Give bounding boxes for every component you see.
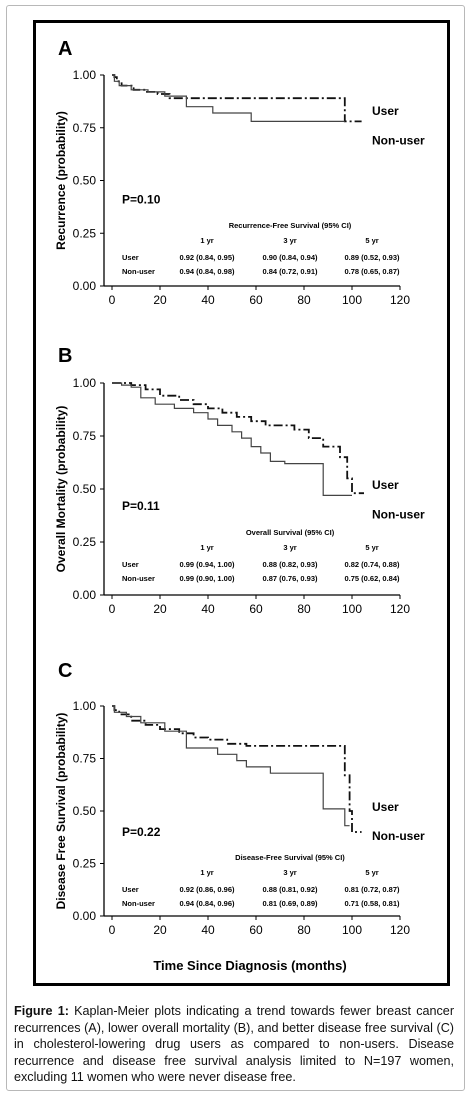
series-line-non-user [112,382,352,496]
table-cell: 0.92 (0.86, 0.96) [179,885,235,894]
table-title: Disease-Free Survival (95% CI) [235,853,345,862]
x-axis-title: Time Since Diagnosis (months) [153,958,346,973]
x-tick-label: 120 [390,293,410,307]
y-tick-label: 0.25 [73,857,97,871]
table-row-label: User [122,560,139,569]
panel-letter: B [58,345,72,367]
x-tick-label: 0 [109,923,116,937]
x-tick-label: 80 [297,602,311,616]
y-tick-label: 1.00 [73,376,97,390]
table-title: Recurrence-Free Survival (95% CI) [229,221,352,230]
table-col-header: 3 yr [283,236,296,245]
y-tick-label: 0.50 [73,804,97,818]
p-value: P=0.22 [122,825,161,839]
table-cell: 0.71 (0.58, 0.81) [344,899,400,908]
table-col-header: 3 yr [283,868,296,877]
table-cell: 0.81 (0.69, 0.89) [262,899,318,908]
x-tick-label: 0 [109,293,116,307]
x-tick-label: 60 [249,923,263,937]
x-tick-label: 40 [201,293,215,307]
table-cell: 0.81 (0.72, 0.87) [344,885,400,894]
table-cell: 0.99 (0.90, 1.00) [179,574,235,583]
y-tick-label: 1.00 [73,699,97,713]
table-col-header: 3 yr [283,543,296,552]
y-tick-label: 0.75 [73,429,97,443]
kaplan-meier-charts: A 0.00 0.25 0.50 0.75 1.00 0 20 40 60 80 100 120 Recu… [54,38,425,973]
caption-text: Kaplan-Meier plots indicating a trend to… [14,1004,455,1085]
series-label-user: User [372,478,399,492]
table-col-header: 5 yr [365,543,378,552]
x-tick-label: 100 [342,602,362,616]
y-tick-label: 1.00 [73,68,97,82]
series-line-user [112,74,362,123]
table-cell: 0.75 (0.62, 0.84) [344,574,400,583]
series-label-non-user: Non-user [372,133,425,147]
x-tick-label: 120 [390,602,410,616]
series-line-non-user [112,705,350,827]
y-axis-title: Overall Mortality (probability) [54,406,68,573]
table-col-header: 1 yr [200,543,213,552]
table-cell: 0.87 (0.76, 0.93) [262,574,318,583]
y-tick-label: 0.00 [73,909,97,923]
series-label-user: User [372,800,399,814]
series-line-user [112,382,364,495]
table-cell: 0.89 (0.52, 0.93) [344,253,400,262]
y-tick-label: 0.25 [73,535,97,549]
table-cell: 0.90 (0.84, 0.94) [262,253,318,262]
table-cell: 0.88 (0.81, 0.92) [262,885,318,894]
series-label-non-user: Non-user [372,507,425,521]
y-tick-label: 0.50 [73,482,97,496]
y-tick-label: 0.25 [73,226,97,240]
panel-letter: A [58,38,72,60]
y-axis-title: Disease Free Survival (probability) [54,713,68,910]
table-col-header: 5 yr [365,236,378,245]
table-cell: 0.92 (0.84, 0.95) [179,253,235,262]
x-tick-label: 20 [153,923,167,937]
table-col-header: 1 yr [200,868,213,877]
x-tick-label: 40 [201,923,215,937]
y-tick-label: 0.75 [73,752,97,766]
x-tick-label: 60 [249,293,263,307]
x-tick-label: 80 [297,923,311,937]
caption-label: Figure 1: [14,1004,69,1018]
series-label-user: User [372,104,399,118]
table-row-label: Non-user [122,574,155,583]
table-title: Overall Survival (95% CI) [246,528,335,537]
table-cell: 0.78 (0.65, 0.87) [344,267,400,276]
x-tick-label: 100 [342,293,362,307]
y-tick-label: 0.00 [73,279,97,293]
table-col-header: 5 yr [365,868,378,877]
table-col-header: 1 yr [200,236,213,245]
x-tick-label: 40 [201,602,215,616]
x-tick-label: 60 [249,602,263,616]
x-tick-label: 80 [297,293,311,307]
y-tick-label: 0.75 [73,121,97,135]
y-tick-label: 0.50 [73,174,97,188]
p-value: P=0.11 [122,499,160,513]
x-tick-label: 20 [153,293,167,307]
table-cell: 0.84 (0.72, 0.91) [262,267,318,276]
series-label-non-user: Non-user [372,829,425,843]
p-value: P=0.10 [122,192,161,206]
table-row-label: User [122,253,139,262]
x-tick-label: 120 [390,923,410,937]
table-row-label: Non-user [122,899,155,908]
table-cell: 0.82 (0.74, 0.88) [344,560,400,569]
series-line-non-user [112,74,345,123]
y-tick-label: 0.00 [73,588,97,602]
table-cell: 0.94 (0.84, 0.96) [179,899,235,908]
series-line-user [112,705,362,833]
x-tick-label: 100 [342,923,362,937]
x-tick-label: 20 [153,602,167,616]
table-cell: 0.88 (0.82, 0.93) [262,560,318,569]
table-cell: 0.99 (0.94, 1.00) [179,560,235,569]
y-axis-title: Recurrence (probability) [54,111,68,250]
x-tick-label: 0 [109,602,116,616]
table-row-label: Non-user [122,267,155,276]
figure-caption: Figure 1: Kaplan-Meier plots indicating … [14,1003,454,1086]
table-cell: 0.94 (0.84, 0.98) [179,267,235,276]
panel-letter: C [58,660,72,682]
table-row-label: User [122,885,139,894]
